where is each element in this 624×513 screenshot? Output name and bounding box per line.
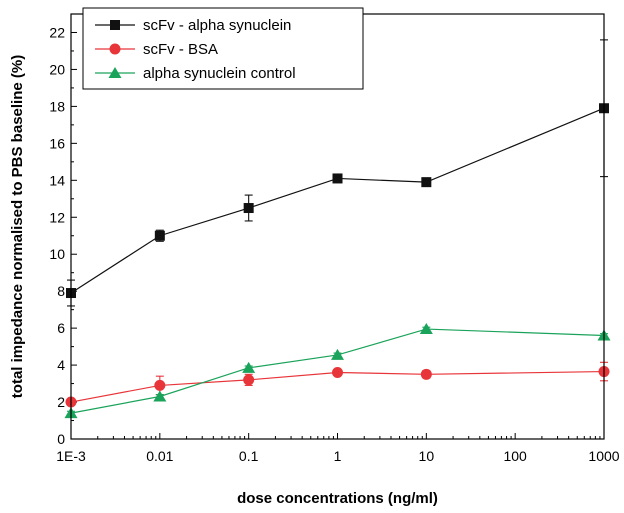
tick-labels: 0 2 4 6 8 10 12 14 16 18 20 22 1E-3 0.01 0.1 1 10 100 1000 xyxy=(49,24,619,464)
plot-area xyxy=(64,39,611,419)
y-tick-label: 0 xyxy=(57,431,65,447)
y-axis-title: total impedance normalised to PBS baseli… xyxy=(9,55,26,398)
data-point xyxy=(421,177,432,188)
tick-marks xyxy=(70,31,605,440)
y-tick-label: 6 xyxy=(57,320,65,336)
legend-entry: scFv - alpha synuclein xyxy=(143,17,291,34)
data-point xyxy=(332,366,343,378)
series-2 xyxy=(65,361,610,408)
x-tick-label: 0.01 xyxy=(146,448,173,464)
y-tick-label: 8 xyxy=(57,283,65,299)
legend-marker xyxy=(110,20,120,30)
series-line xyxy=(70,107,605,294)
data-point xyxy=(154,230,165,241)
series-line xyxy=(70,328,605,414)
y-tick-label: 18 xyxy=(49,98,65,114)
data-point xyxy=(331,348,344,360)
y-tick-label: 16 xyxy=(49,135,65,151)
legend-entry: alpha synuclein control xyxy=(143,65,296,82)
legend: scFv - alpha synuclein scFv - BSA alpha sy… xyxy=(82,7,364,90)
y-tick-label: 12 xyxy=(49,209,65,225)
data-point xyxy=(419,323,433,335)
data-point xyxy=(243,374,255,386)
data-point xyxy=(332,173,343,184)
y-tick-label: 4 xyxy=(57,357,65,373)
y-tick-label: 10 xyxy=(49,246,65,262)
legend-entry: scFv - BSA xyxy=(143,41,218,58)
y-tick-label: 2 xyxy=(57,394,65,410)
legend-marker xyxy=(108,67,122,78)
series-line xyxy=(70,370,605,403)
x-tick-label: 100 xyxy=(503,448,527,464)
legend-marker xyxy=(109,43,121,55)
data-point xyxy=(242,361,256,373)
x-tick-label: 1E-3 xyxy=(56,448,86,464)
data-point xyxy=(154,379,166,391)
y-tick-label: 22 xyxy=(49,24,65,40)
x-tick-label: 0.1 xyxy=(239,448,259,464)
x-tick-label: 10 xyxy=(419,448,435,464)
y-tick-label: 20 xyxy=(49,61,65,77)
y-tick-label: 14 xyxy=(49,172,65,188)
data-point xyxy=(420,368,432,380)
x-tick-label: 1 xyxy=(334,448,342,464)
x-tick-label: 1000 xyxy=(588,448,619,464)
data-point xyxy=(153,390,167,402)
data-point xyxy=(243,203,254,214)
x-axis-title: dose concentrations (ng/ml) xyxy=(237,490,438,507)
